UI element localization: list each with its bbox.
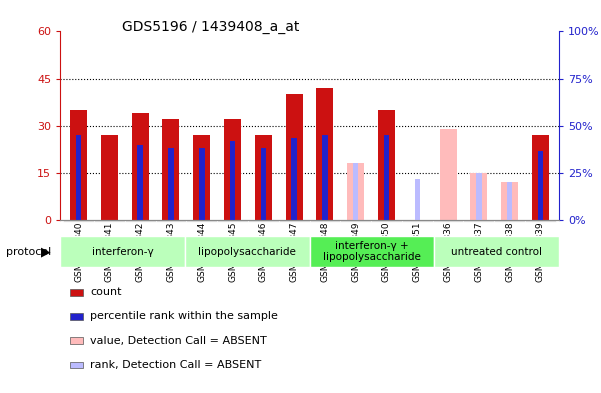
Bar [402, 220, 433, 222]
Bar [439, 129, 457, 220]
Bar [70, 110, 87, 220]
Bar [285, 94, 302, 220]
Bar [94, 220, 125, 222]
Bar [230, 141, 236, 220]
Bar [125, 220, 156, 222]
Bar [507, 182, 513, 220]
Bar [186, 220, 217, 222]
Bar [291, 138, 297, 220]
Bar [538, 151, 543, 220]
Text: ▶: ▶ [41, 245, 51, 258]
Bar [434, 236, 559, 267]
Bar [101, 135, 118, 220]
Bar [194, 135, 210, 220]
Bar [199, 148, 204, 220]
Text: value, Detection Call = ABSENT: value, Detection Call = ABSENT [90, 336, 267, 346]
Bar [353, 163, 358, 220]
Bar [501, 182, 518, 220]
Bar [532, 135, 549, 220]
Text: untreated control: untreated control [451, 246, 542, 257]
Bar [279, 220, 310, 222]
Bar [261, 148, 266, 220]
Bar [70, 289, 82, 296]
Bar [70, 313, 82, 320]
Bar [525, 220, 556, 222]
Bar [433, 220, 463, 222]
Bar [310, 236, 434, 267]
Bar [255, 135, 272, 220]
Bar [224, 119, 241, 220]
Text: protocol: protocol [6, 246, 51, 257]
Bar [494, 220, 525, 222]
Bar [138, 145, 143, 220]
Bar [378, 110, 395, 220]
Text: GDS5196 / 1439408_a_at: GDS5196 / 1439408_a_at [121, 20, 299, 34]
Bar [383, 135, 389, 220]
Bar [463, 220, 494, 222]
Bar [168, 148, 174, 220]
Bar [217, 220, 248, 222]
Bar [76, 135, 81, 220]
Bar [371, 220, 402, 222]
Bar [248, 220, 279, 222]
Bar [63, 220, 94, 222]
Bar [156, 220, 186, 222]
Bar [60, 236, 185, 267]
Text: interferon-γ +
lipopolysaccharide: interferon-γ + lipopolysaccharide [323, 241, 421, 262]
Bar [70, 337, 82, 344]
Bar [476, 173, 481, 220]
Bar [317, 88, 334, 220]
Bar [310, 220, 340, 222]
Bar [322, 135, 328, 220]
Bar [162, 119, 180, 220]
Text: percentile rank within the sample: percentile rank within the sample [90, 311, 278, 321]
Bar [132, 113, 148, 220]
Text: interferon-γ: interferon-γ [91, 246, 153, 257]
Bar [70, 362, 82, 368]
Text: count: count [90, 287, 121, 297]
Text: lipopolysaccharide: lipopolysaccharide [198, 246, 296, 257]
Bar [185, 236, 310, 267]
Bar [471, 173, 487, 220]
Bar [347, 163, 364, 220]
Text: rank, Detection Call = ABSENT: rank, Detection Call = ABSENT [90, 360, 261, 370]
Bar [415, 179, 420, 220]
Bar [340, 220, 371, 222]
